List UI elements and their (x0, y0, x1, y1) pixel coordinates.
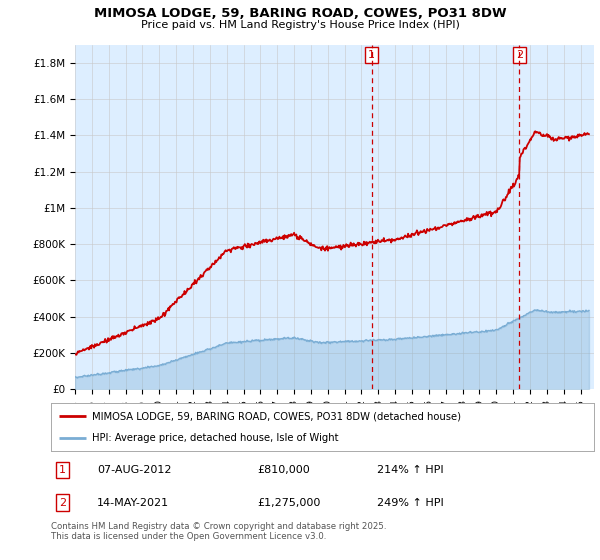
Text: MIMOSA LODGE, 59, BARING ROAD, COWES, PO31 8DW: MIMOSA LODGE, 59, BARING ROAD, COWES, PO… (94, 7, 506, 20)
Text: 249% ↑ HPI: 249% ↑ HPI (377, 498, 443, 507)
Text: 214% ↑ HPI: 214% ↑ HPI (377, 465, 443, 475)
Text: 1: 1 (368, 50, 375, 60)
Text: Price paid vs. HM Land Registry's House Price Index (HPI): Price paid vs. HM Land Registry's House … (140, 20, 460, 30)
Text: HPI: Average price, detached house, Isle of Wight: HPI: Average price, detached house, Isle… (92, 433, 338, 443)
Text: Contains HM Land Registry data © Crown copyright and database right 2025.
This d: Contains HM Land Registry data © Crown c… (51, 522, 386, 542)
Text: 07-AUG-2012: 07-AUG-2012 (97, 465, 172, 475)
Text: 1: 1 (59, 465, 66, 475)
Text: 14-MAY-2021: 14-MAY-2021 (97, 498, 169, 507)
Text: £810,000: £810,000 (257, 465, 310, 475)
Text: 2: 2 (516, 50, 523, 60)
Text: 2: 2 (59, 498, 66, 507)
Text: MIMOSA LODGE, 59, BARING ROAD, COWES, PO31 8DW (detached house): MIMOSA LODGE, 59, BARING ROAD, COWES, PO… (92, 411, 461, 421)
Text: £1,275,000: £1,275,000 (257, 498, 321, 507)
